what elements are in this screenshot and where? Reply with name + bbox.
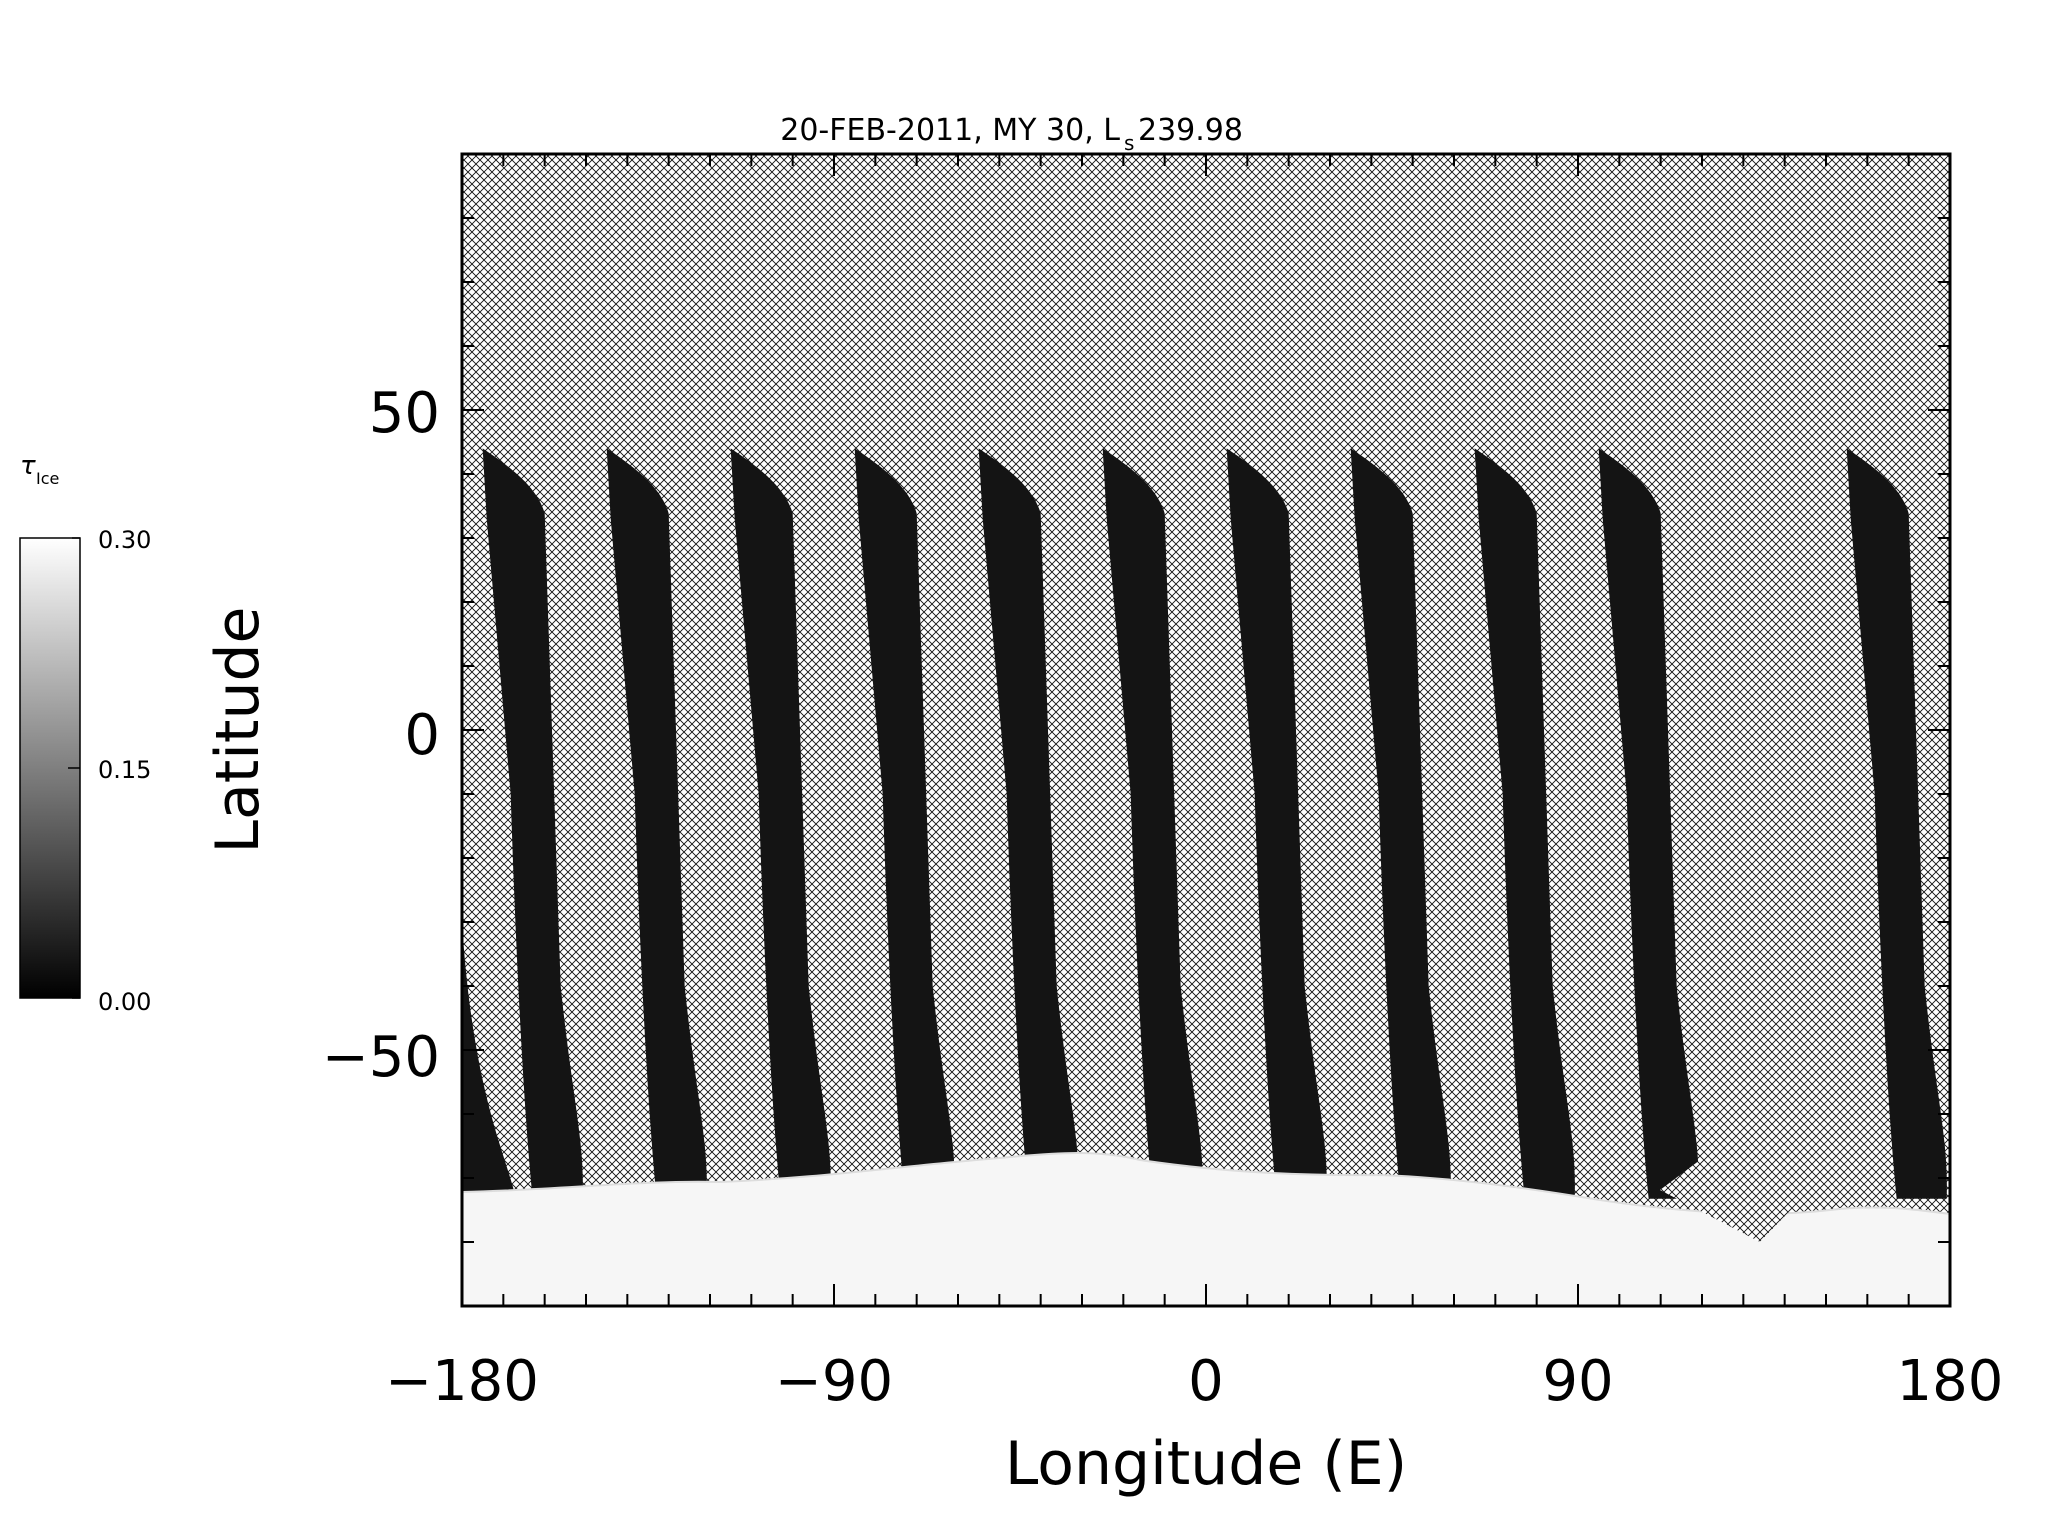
data-swath	[1350, 448, 1451, 1199]
colorbar-label: τ	[20, 451, 36, 481]
map-title-value: 239.98	[1138, 113, 1243, 148]
hatched-gap-wedge	[1660, 1160, 1810, 1242]
x-tick-label-neg90: −90	[775, 1349, 893, 1414]
data-swath	[1474, 448, 1575, 1199]
data-swath	[854, 448, 955, 1199]
y-tick-label-neg50: −50	[322, 1025, 440, 1090]
colorbar-tick-label-mid: 0.15	[98, 756, 151, 784]
y-axis-label: Latitude	[203, 607, 273, 854]
data-swath	[978, 448, 1079, 1199]
data-swath	[606, 448, 707, 1199]
tick-marks	[461, 153, 1951, 1307]
y-tick-label-0: 0	[404, 703, 440, 768]
data-swath	[1226, 448, 1327, 1199]
colorbar-tick-label-bottom: 0.00	[98, 988, 151, 1016]
data-swath	[1971, 448, 2048, 1198]
data-swath	[1598, 448, 1699, 1199]
data-swath	[1846, 448, 1947, 1199]
colorbar-tick-label-top: 0.30	[98, 526, 151, 554]
x-axis-label: Longitude (E)	[1005, 1429, 1407, 1499]
colorbar-label-subscript: Ice	[36, 469, 59, 488]
x-tick-label-0: 0	[1188, 1349, 1224, 1414]
map-title: 20-FEB-2011, MY 30, L	[780, 113, 1120, 148]
map-plot-area	[462, 154, 2048, 1306]
x-tick-label-90: 90	[1542, 1349, 1613, 1414]
swath-group	[462, 448, 2048, 1204]
y-tick-label-50: 50	[369, 381, 440, 446]
data-swath	[730, 448, 831, 1199]
x-tick-label-180: 180	[1897, 1349, 2004, 1414]
polar-cap-region	[462, 1152, 1950, 1306]
colorbar: τ Ice 0.30 0.15 0.00	[19, 451, 151, 1016]
no-data-crosshatch	[462, 154, 1950, 1306]
data-swath	[482, 448, 583, 1199]
x-tick-label-neg180: −180	[385, 1349, 539, 1414]
data-swath-edge	[462, 922, 514, 1204]
map-title-subscript: s	[1124, 131, 1134, 155]
data-swath	[1102, 448, 1203, 1199]
